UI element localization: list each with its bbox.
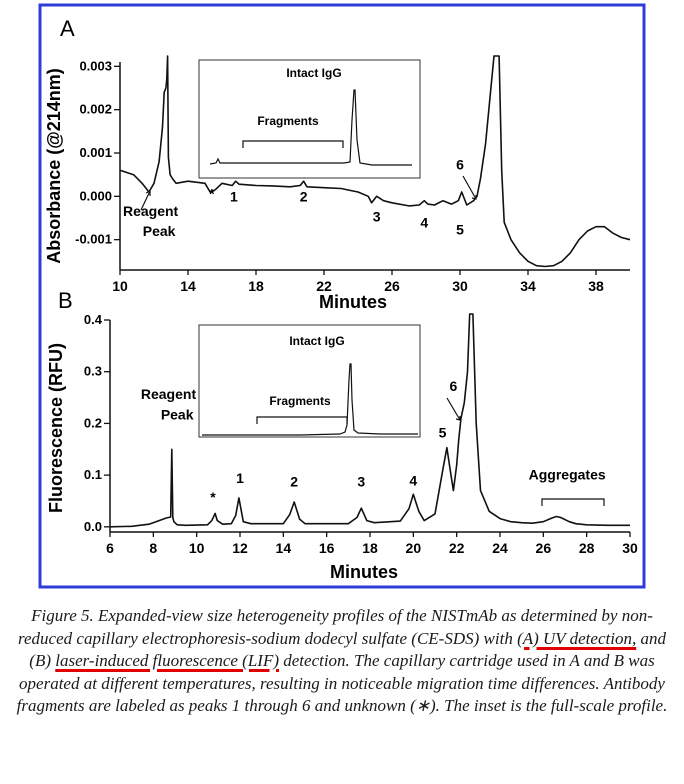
- y-tick-label: 0.3: [84, 364, 102, 379]
- inset-bracket-a: [242, 140, 344, 148]
- x-tick-label: 30: [452, 278, 468, 294]
- caption-highlight-uv: (A) UV detection,: [517, 628, 637, 648]
- annotations-b: Reagent Peak * 1 2 3 4 5 6 Aggregates: [141, 378, 606, 505]
- peak6-arrowhead-a: [471, 195, 477, 200]
- peak-label: 4: [409, 472, 417, 488]
- inset-peak-label-b: Intact IgG: [289, 334, 344, 348]
- annotations-a: Reagent Peak * 1 2 3 4 5 6: [123, 156, 464, 239]
- y-tick-label: 0.002: [79, 102, 112, 117]
- x-tick-label: 26: [384, 278, 400, 294]
- panel-label-a: A: [60, 16, 75, 41]
- x-tick-label: 18: [362, 540, 378, 556]
- inset-b: Intact IgG Fragments: [198, 324, 421, 438]
- peak6-arrowhead-b: [455, 416, 461, 421]
- y-tick-label: 0.003: [79, 58, 112, 73]
- peak-label: 3: [373, 208, 381, 224]
- peak-label: 3: [357, 473, 365, 489]
- peak-label: 2: [300, 189, 308, 205]
- inset-trace-a: [209, 89, 412, 166]
- peak-label: 1: [236, 470, 244, 486]
- inset-peak-label-a: Intact IgG: [286, 66, 341, 80]
- x-tick-label: 38: [588, 278, 604, 294]
- y-tick-label: 0.1: [84, 467, 102, 482]
- x-tick-label: 12: [232, 540, 248, 556]
- peak-label: Aggregates: [529, 466, 606, 482]
- peak-label: 5: [439, 424, 447, 440]
- x-ticks-a: 10 14 18 22 26 30 34 38: [112, 270, 604, 294]
- peak-label: Reagent: [141, 386, 197, 402]
- y-ticks-b: 0.4 0.3 0.2 0.1 0.0: [84, 312, 110, 534]
- x-axis-label-b: Minutes: [330, 562, 398, 582]
- y-tick-label: 0.4: [84, 312, 103, 327]
- x-tick-label: 30: [622, 540, 638, 556]
- peak-label: 6: [456, 156, 464, 172]
- inset-a: Intact IgG Fragments: [198, 59, 421, 179]
- y-tick-label: -0.001: [75, 232, 112, 247]
- x-tick-label: 24: [492, 540, 508, 556]
- figure-border: [38, 3, 646, 589]
- panel-label-b: B: [58, 288, 73, 313]
- y-tick-label: 0.2: [84, 415, 102, 430]
- x-tick-label: 26: [536, 540, 552, 556]
- panel-b: B 0.40.30.20.10.0 6 8 10 12 14 16 18 20 22 24 26 28…: [46, 288, 638, 582]
- peak-label: *: [209, 186, 215, 202]
- x-tick-label: 22: [449, 540, 465, 556]
- reagent-arrowhead-a: [145, 190, 151, 196]
- caption-highlight-lif: laser-induced fluorescence (LIF): [55, 651, 279, 670]
- peak-label: 5: [456, 221, 464, 237]
- x-tick-label: 8: [149, 540, 157, 556]
- peak-label: 4: [420, 215, 428, 231]
- figure-caption: Figure 5. Expanded-view size heterogenei…: [14, 605, 670, 718]
- peak-label: Peak: [161, 406, 194, 422]
- inset-trace-b: [202, 363, 418, 436]
- inset-bracket-b: [256, 416, 348, 424]
- caption-tail: detection. The capillary cartridge used …: [16, 651, 668, 715]
- x-tick-label: 16: [319, 540, 335, 556]
- y-tick-label: 0.0: [84, 519, 102, 534]
- x-tick-label: 10: [189, 540, 205, 556]
- peak-label: 1: [230, 189, 238, 205]
- x-tick-label: 28: [579, 540, 595, 556]
- y-ticks-a: 0.003 0.002 0.001 0.000 -0.001: [75, 58, 120, 247]
- x-tick-label: 10: [112, 278, 128, 294]
- peak-label: 6: [450, 378, 458, 394]
- x-tick-label: 34: [520, 278, 536, 294]
- x-axis-label-a: Minutes: [319, 292, 387, 312]
- y-tick-label: 0.001: [79, 145, 112, 160]
- caption-lead: Figure 5. Expanded-view size heterogenei…: [18, 606, 653, 648]
- peak6-arrow-b: [446, 397, 461, 421]
- x-ticks-b: 6 8 10 12 14 16 18 20 22 24 26 28 30: [106, 532, 638, 556]
- x-tick-label: 22: [316, 278, 332, 294]
- y-tick-label: 0.000: [79, 188, 112, 203]
- lif-trace: [109, 313, 630, 528]
- aggregates-bracket-b: [541, 498, 605, 506]
- x-tick-label: 14: [180, 278, 196, 294]
- inset-frame-a: [198, 59, 421, 179]
- peak-label: Peak: [143, 223, 176, 239]
- inset-bracket-label-a: Fragments: [257, 114, 319, 128]
- peak6-arrow-a: [462, 175, 477, 200]
- reagent-arrow-a: [140, 190, 151, 211]
- inset-frame-b: [198, 324, 421, 438]
- x-tick-label: 18: [248, 278, 264, 294]
- uv-trace: [119, 55, 631, 268]
- peak-label: Reagent: [123, 203, 179, 219]
- y-axis-label-a: Absorbance (@214nm): [44, 68, 64, 264]
- x-tick-label: 14: [276, 540, 292, 556]
- inset-bracket-label-b: Fragments: [269, 394, 331, 408]
- y-axis-label-b: Fluorescence (RFU): [46, 343, 66, 513]
- peak-label: *: [210, 489, 216, 505]
- x-tick-label: 20: [406, 540, 422, 556]
- peak-label: 2: [290, 473, 298, 489]
- caption-mid: and (B): [29, 628, 666, 671]
- x-tick-label: 6: [106, 540, 114, 556]
